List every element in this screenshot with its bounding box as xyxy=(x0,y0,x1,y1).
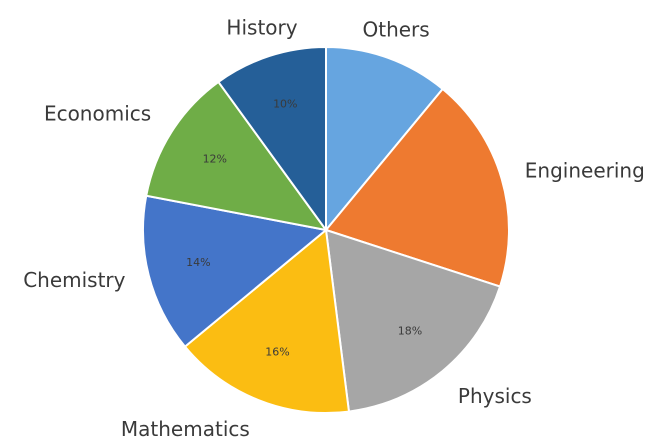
pie-slices xyxy=(142,45,510,414)
pie-slice-others xyxy=(325,45,445,233)
pie-slice-engineering xyxy=(324,87,510,288)
pie-slice-economics xyxy=(145,80,329,232)
pie-category-label-physics: Physics xyxy=(458,384,532,408)
pie-data-label-history: 10% xyxy=(273,98,297,111)
pie-slice-physics xyxy=(324,228,502,413)
pie-data-label-chemistry: 14% xyxy=(186,256,210,269)
pie-category-labels: Others Engineering Physics Mathematics Chemi… xyxy=(23,16,645,441)
pie-category-label-chemistry: Chemistry xyxy=(23,268,125,292)
pie-data-labels: 18% 16% 14% 12% 10% xyxy=(186,98,422,359)
pie-category-label-others: Others xyxy=(362,18,429,42)
pie-category-label-mathematics: Mathematics xyxy=(121,417,250,441)
pie-slice-chemistry xyxy=(142,194,329,349)
pie-data-label-economics: 12% xyxy=(203,152,227,165)
pie-slice-history xyxy=(217,45,327,234)
pie-data-label-mathematics: 16% xyxy=(265,346,289,359)
pie-category-label-history: History xyxy=(226,16,297,40)
pie-category-label-engineering: Engineering xyxy=(525,159,645,183)
pie-slice-mathematics xyxy=(183,228,351,414)
pie-category-label-economics: Economics xyxy=(44,102,151,126)
pie-data-label-physics: 18% xyxy=(398,325,422,338)
